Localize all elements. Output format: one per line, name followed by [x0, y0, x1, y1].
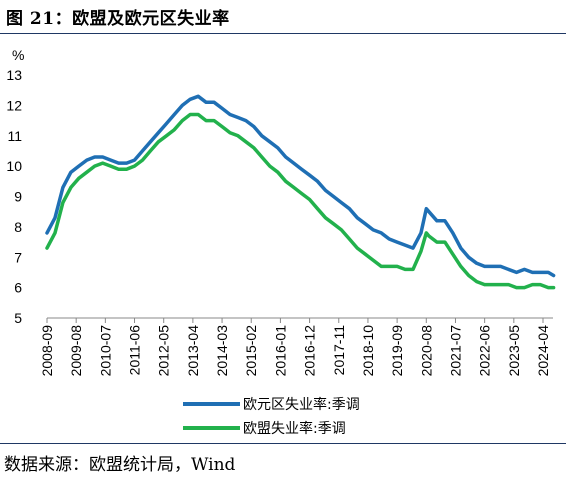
x-tick-label: 2018-10 — [360, 325, 376, 377]
x-tick-label: 2010-07 — [97, 325, 113, 377]
bottom-divider — [0, 443, 566, 444]
x-tick-label: 2021-07 — [447, 325, 463, 377]
y-tick-label: 9 — [14, 189, 22, 205]
x-tick-label: 2017-11 — [331, 325, 347, 376]
y-tick-label: 13 — [6, 67, 22, 83]
x-tick-label: 2013-04 — [185, 325, 201, 377]
x-tick-label: 2011-06 — [127, 325, 143, 376]
series-line-euro-area — [45, 94, 556, 278]
x-tick-label: 2016-01 — [272, 325, 288, 377]
x-tick-label: 2016-12 — [302, 325, 318, 377]
y-tick-label: 12 — [6, 97, 22, 113]
x-tick-label: 2009-08 — [68, 325, 84, 377]
x-tick-label: 2020-08 — [418, 325, 434, 377]
top-divider — [0, 33, 566, 34]
x-tick-label: 2023-05 — [506, 325, 522, 377]
x-tick-label: 2015-02 — [243, 325, 259, 377]
line-chart: % 5 6 7 8 9 10 11 12 13 2008-09 2009-08 2010-07 201… — [6, 47, 556, 437]
y-axis-unit-label: % — [12, 47, 24, 63]
y-axis: 5 6 7 8 9 10 11 12 13 — [6, 67, 22, 326]
x-tick-label: 2012-05 — [156, 325, 172, 377]
legend: 欧元区失业率:季调 欧盟失业率:季调 — [183, 396, 360, 437]
x-tick-label: 2019-09 — [389, 325, 405, 377]
y-tick-label: 8 — [14, 219, 22, 235]
y-tick-label: 6 — [14, 280, 22, 296]
data-source: 数据来源：欧盟统计局，Wind — [4, 455, 236, 475]
x-tick-label: 2024-04 — [535, 325, 551, 377]
series-line-eu — [45, 112, 556, 290]
series-lines — [45, 94, 556, 290]
x-tick-label: 2022-06 — [477, 325, 493, 377]
y-tick-label: 5 — [14, 310, 22, 326]
y-tick-label: 10 — [6, 158, 22, 174]
legend-label-euro-area: 欧元区失业率:季调 — [243, 396, 360, 413]
y-tick-label: 11 — [7, 128, 22, 144]
x-tick-label: 2014-03 — [214, 325, 230, 377]
x-tick-label: 2008-09 — [39, 325, 55, 377]
x-axis: 2008-09 2009-08 2010-07 2011-06 2012-05 2013-… — [39, 317, 553, 377]
chart-title: 图 21：欧盟及欧元区失业率 — [6, 9, 230, 29]
y-tick-label: 7 — [14, 249, 22, 265]
legend-label-eu: 欧盟失业率:季调 — [243, 420, 346, 437]
